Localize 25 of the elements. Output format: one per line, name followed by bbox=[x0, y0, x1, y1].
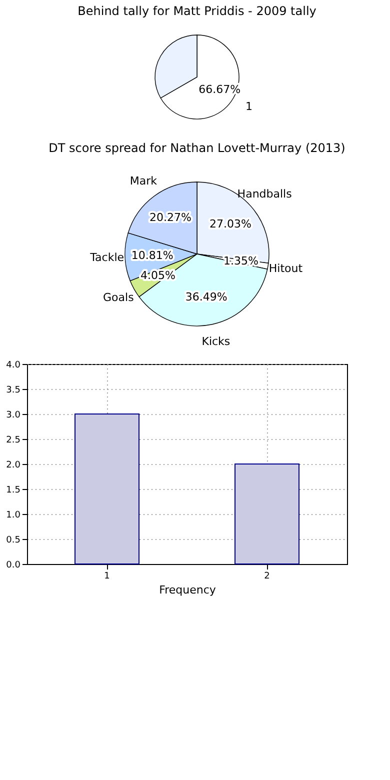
y-tick-label: 2.0 bbox=[6, 460, 21, 470]
y-tick-label: 3.5 bbox=[6, 386, 20, 396]
y-tick-label: 2.5 bbox=[6, 436, 20, 446]
slice-label: Hitout bbox=[268, 262, 304, 276]
x-tick-label: 2 bbox=[264, 572, 270, 582]
y-tick-label: 0.0 bbox=[6, 560, 21, 570]
y-tick-label: 1.5 bbox=[6, 486, 20, 496]
chart-title: DT score spread for Nathan Lovett-Murray (2013) bbox=[48, 141, 346, 155]
data-label: 10.81% bbox=[131, 248, 174, 262]
slice-label: Mark bbox=[130, 174, 158, 188]
slice-label: Goals bbox=[103, 290, 134, 304]
slice-label: Handballs bbox=[237, 188, 292, 201]
slice-label: Tackle bbox=[89, 250, 124, 264]
data-label: 36.49% bbox=[185, 290, 228, 304]
x-axis-title: Frequency bbox=[159, 584, 216, 596]
slice-label: 1 bbox=[245, 100, 252, 114]
legend-label: 1 bbox=[104, 572, 110, 582]
data-label: 27.03% bbox=[210, 218, 252, 231]
chart-title: Behind tally for Matt Priddis - 2009 tally bbox=[78, 4, 316, 18]
y-tick-label: 1.0 bbox=[6, 510, 21, 520]
y-tick-label: 3.0 bbox=[6, 410, 21, 420]
y-tick-label: 0.5 bbox=[6, 536, 20, 546]
data-label: 20.27% bbox=[149, 211, 192, 224]
y-tick-label: 4.0 bbox=[6, 360, 21, 370]
slice-label: Kicks bbox=[202, 334, 230, 348]
